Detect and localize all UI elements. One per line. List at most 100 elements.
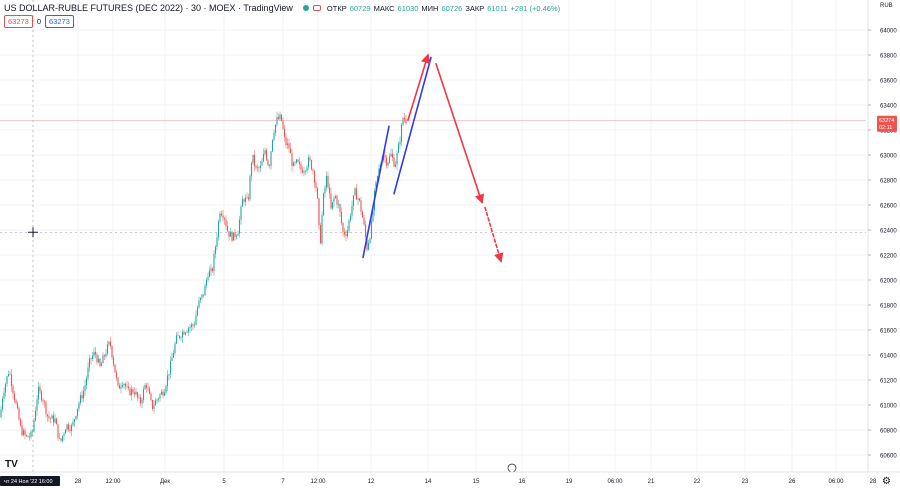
candle-body: [6, 376, 8, 384]
time-axis[interactable]: 28 12:00 Дек 5 7 12:00 12 14 15 16 19 06:00 21 22 23 26…: [0, 471, 900, 485]
candle: [390, 148, 392, 157]
candle-body: [358, 198, 361, 201]
candle: [214, 244, 217, 259]
crosshair-time-label: чт 24 Ноя '22 16:00: [4, 479, 53, 485]
candle-body: [105, 353, 107, 357]
gear-icon[interactable]: ⚙: [882, 476, 891, 487]
time-tick-label: 7: [281, 479, 285, 485]
candle: [252, 154, 254, 165]
candle: [102, 352, 104, 364]
candle: [63, 431, 65, 441]
candle-body: [157, 398, 160, 400]
candle-body: [159, 394, 161, 399]
candle-body: [172, 353, 175, 358]
candle: [9, 371, 11, 376]
candle: [226, 221, 229, 232]
candle-body: [21, 425, 23, 436]
arrow-drawing[interactable]: [484, 206, 504, 263]
trend-line-drawing[interactable]: [393, 56, 432, 195]
candle-body: [205, 280, 208, 286]
candle: [325, 171, 328, 192]
time-tick-label: 28: [75, 479, 82, 485]
arrow-drawing[interactable]: [435, 62, 485, 205]
candle-body: [238, 219, 241, 234]
candle-body: [57, 424, 59, 438]
sell-button[interactable]: 63273: [4, 14, 33, 28]
candle: [162, 388, 164, 399]
candle-body: [138, 397, 140, 398]
candle: [25, 434, 28, 438]
candle-body: [102, 355, 104, 364]
candle: [153, 400, 155, 414]
candle: [388, 153, 391, 164]
candle: [57, 424, 59, 441]
candle: [277, 113, 280, 120]
candle: [130, 385, 133, 401]
currency-unit[interactable]: RUB: [880, 3, 893, 9]
candle: [340, 207, 343, 226]
candle-body: [117, 377, 119, 386]
candle: [151, 399, 154, 411]
candle: [99, 357, 101, 368]
candle-body: [297, 159, 299, 162]
candle: [160, 388, 163, 395]
arrow-drawing[interactable]: [407, 53, 431, 121]
candle-body: [361, 211, 364, 218]
candle: [42, 398, 44, 406]
candle-body: [216, 237, 218, 248]
candle: [216, 232, 218, 251]
candle: [144, 382, 146, 390]
candle: [319, 222, 322, 245]
candle-body: [202, 294, 205, 296]
candle-body: [222, 215, 224, 219]
candle-body: [3, 392, 5, 399]
trend-line-drawing[interactable]: [362, 125, 390, 259]
candle: [190, 322, 193, 332]
candle-body: [27, 435, 29, 438]
symbol-title[interactable]: US DOLLAR-RUBLE FUTURES (DEC 2022) · 30 …: [4, 3, 293, 13]
candle: [120, 382, 122, 394]
candle: [400, 122, 403, 147]
candle: [385, 155, 388, 169]
time-tick-label: 15: [473, 479, 480, 485]
candle-body: [355, 188, 358, 200]
candle-body: [165, 386, 167, 393]
buy-button[interactable]: 63273: [45, 14, 74, 28]
candle: [184, 331, 187, 337]
candle: [84, 379, 86, 397]
candle-body: [285, 136, 287, 146]
candle: [148, 386, 151, 395]
tradingview-logo[interactable]: TV: [5, 459, 18, 470]
candle-body: [231, 231, 233, 241]
candle: [234, 229, 236, 241]
market-status-icon: [302, 5, 309, 11]
candle-body: [186, 331, 188, 333]
candle: [126, 380, 128, 389]
candle-body: [63, 433, 65, 437]
drawings[interactable]: [362, 53, 504, 263]
candle: [58, 433, 61, 440]
candle-body: [112, 357, 115, 365]
candle-body: [181, 331, 184, 338]
candle-body: [46, 414, 49, 417]
candle-body: [244, 197, 247, 202]
candle: [384, 149, 386, 163]
candle: [168, 374, 170, 381]
candle-body: [321, 215, 323, 244]
candle: [300, 161, 302, 175]
scroll-to-realtime-icon[interactable]: [507, 463, 517, 473]
candle-body: [307, 157, 310, 168]
candle-body: [309, 157, 311, 161]
candle-body: [79, 395, 82, 404]
price-tick-label: 61800: [880, 303, 897, 309]
candle: [321, 211, 323, 246]
price-tick-label: 62800: [880, 178, 897, 184]
visibility-icon[interactable]: [312, 5, 321, 11]
candle-body: [33, 420, 35, 432]
price-scale[interactable]: 6400063800636006340063200630006280062600…: [867, 0, 900, 488]
candle-body: [40, 391, 43, 401]
candle: [109, 336, 112, 350]
candle-body: [42, 400, 44, 402]
candle-body: [151, 399, 154, 409]
